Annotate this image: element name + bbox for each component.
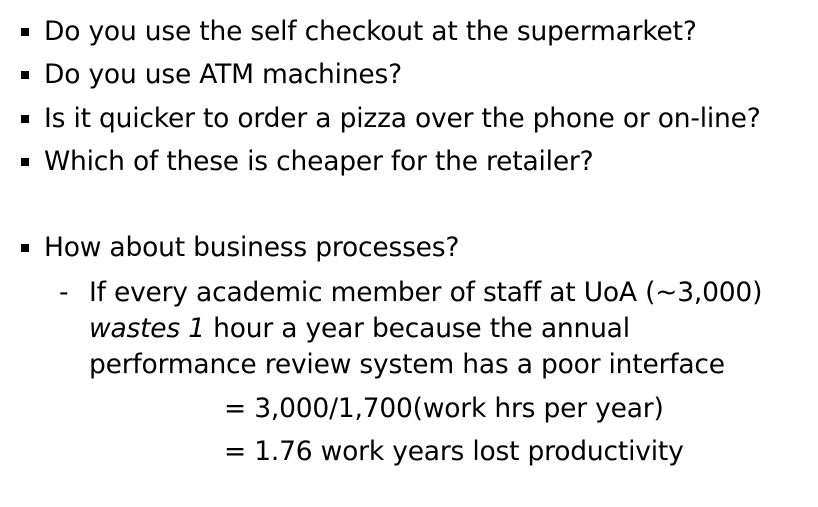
bullet-marker: [21, 71, 29, 79]
emphasis-wastes: wastes 1: [89, 313, 205, 344]
bullet-text-self-checkout: Do you use the self checkout at the supe…: [44, 16, 697, 47]
sub-bullet-line-1: If every academic member of staff at UoA…: [89, 277, 763, 308]
bullet-marker: [21, 28, 29, 36]
sub-bullet-line-2: wastes 1 hour a year because the annual: [89, 312, 630, 346]
calculation-line-2: = 1.76 work years lost productivity: [224, 436, 684, 467]
sub-bullet-line-3: performance review system has a poor int…: [89, 349, 725, 380]
bullet-marker: [21, 115, 29, 123]
bullet-marker: [21, 158, 29, 166]
calculation-line-1: = 3,000/1,700(work hrs per year): [224, 393, 664, 424]
bullet-text-atm: Do you use ATM machines?: [44, 59, 402, 90]
sub-bullet-line-2-rest: hour a year because the annual: [204, 313, 630, 344]
bullet-text-cheaper: Which of these is cheaper for the retail…: [44, 146, 594, 177]
sub-bullet-dash: -: [59, 277, 69, 308]
bullet-marker: [21, 244, 29, 252]
bullet-text-pizza: Is it quicker to order a pizza over the …: [44, 103, 761, 134]
bullet-text-business-processes: How about business processes?: [44, 232, 460, 263]
